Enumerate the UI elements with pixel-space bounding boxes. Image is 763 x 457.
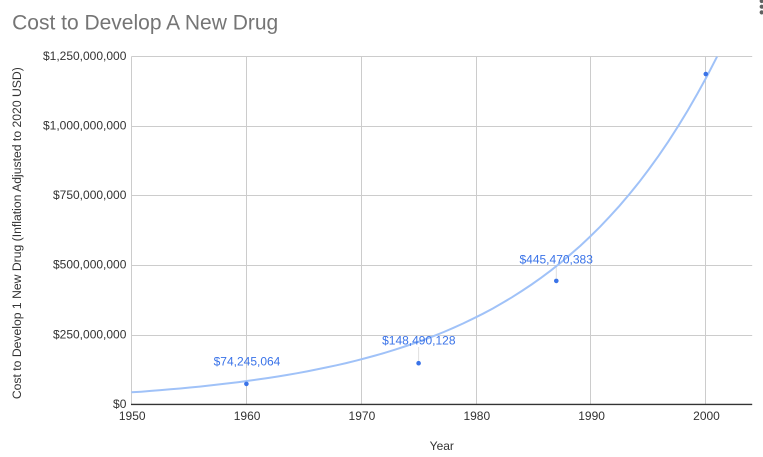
- svg-text:2000: 2000: [693, 409, 720, 423]
- svg-text:$74,245,064: $74,245,064: [214, 355, 281, 369]
- svg-text:Cost to Develop A New Drug: Cost to Develop A New Drug: [12, 12, 278, 35]
- svg-text:1990: 1990: [578, 409, 605, 423]
- svg-text:$445,470,383: $445,470,383: [519, 252, 593, 266]
- svg-text:$148,490,128: $148,490,128: [382, 334, 456, 348]
- svg-text:1960: 1960: [234, 409, 261, 423]
- svg-text:Cost to Develop 1 New Drug (In: Cost to Develop 1 New Drug (Inflation Ad…: [10, 67, 24, 399]
- svg-text:$500,000,000: $500,000,000: [53, 258, 127, 272]
- svg-text:1980: 1980: [463, 409, 490, 423]
- svg-text:1970: 1970: [349, 409, 376, 423]
- svg-text:$750,000,000: $750,000,000: [53, 188, 127, 202]
- svg-text:Year: Year: [430, 439, 454, 453]
- svg-text:$1,250,000,000: $1,250,000,000: [43, 49, 127, 63]
- svg-text:$0: $0: [113, 397, 127, 411]
- svg-text:$250,000,000: $250,000,000: [53, 327, 127, 341]
- svg-text:$1,000,000,000: $1,000,000,000: [43, 119, 127, 133]
- svg-text:1950: 1950: [119, 409, 146, 423]
